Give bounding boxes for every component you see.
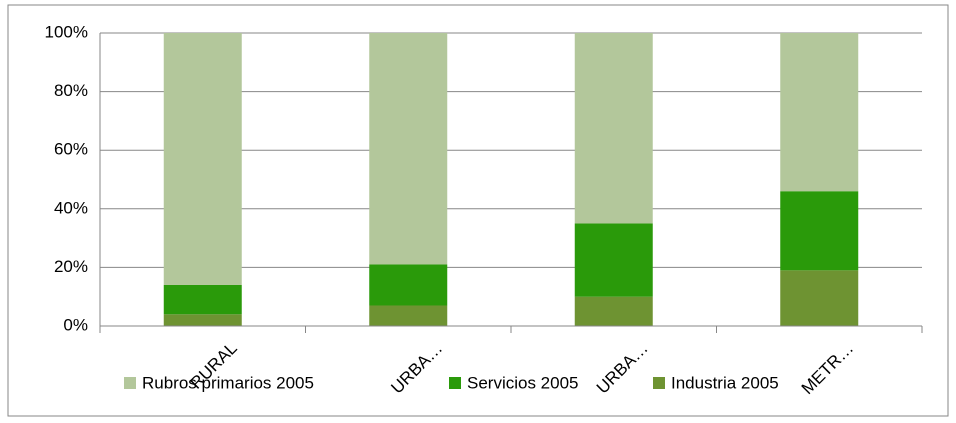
- legend-label: Rubros primarios 2005: [142, 373, 314, 392]
- legend-label: Servicios 2005: [467, 373, 579, 392]
- legend-swatch: [653, 377, 665, 389]
- y-tick-label: 40%: [54, 198, 88, 217]
- bar-segment: [780, 191, 859, 271]
- y-tick-label: 0%: [63, 315, 88, 334]
- bar-segment: [369, 33, 448, 265]
- legend-swatch: [449, 377, 461, 389]
- bar-segment: [780, 33, 859, 192]
- y-tick-label: 80%: [54, 81, 88, 100]
- legend-swatch: [124, 377, 136, 389]
- bar-segment: [574, 33, 653, 224]
- bar-segment: [574, 223, 653, 297]
- legend-label: Industria 2005: [671, 373, 779, 392]
- bar-segment: [163, 33, 242, 285]
- bar-segment: [369, 305, 448, 326]
- y-tick-label: 60%: [54, 140, 88, 159]
- bar-segment: [163, 314, 242, 326]
- bar-segment: [574, 296, 653, 326]
- bar-segment: [163, 284, 242, 315]
- y-tick-label: 20%: [54, 257, 88, 276]
- y-tick-label: 100%: [45, 22, 88, 41]
- bar-segment: [780, 270, 859, 326]
- bar-segment: [369, 264, 448, 306]
